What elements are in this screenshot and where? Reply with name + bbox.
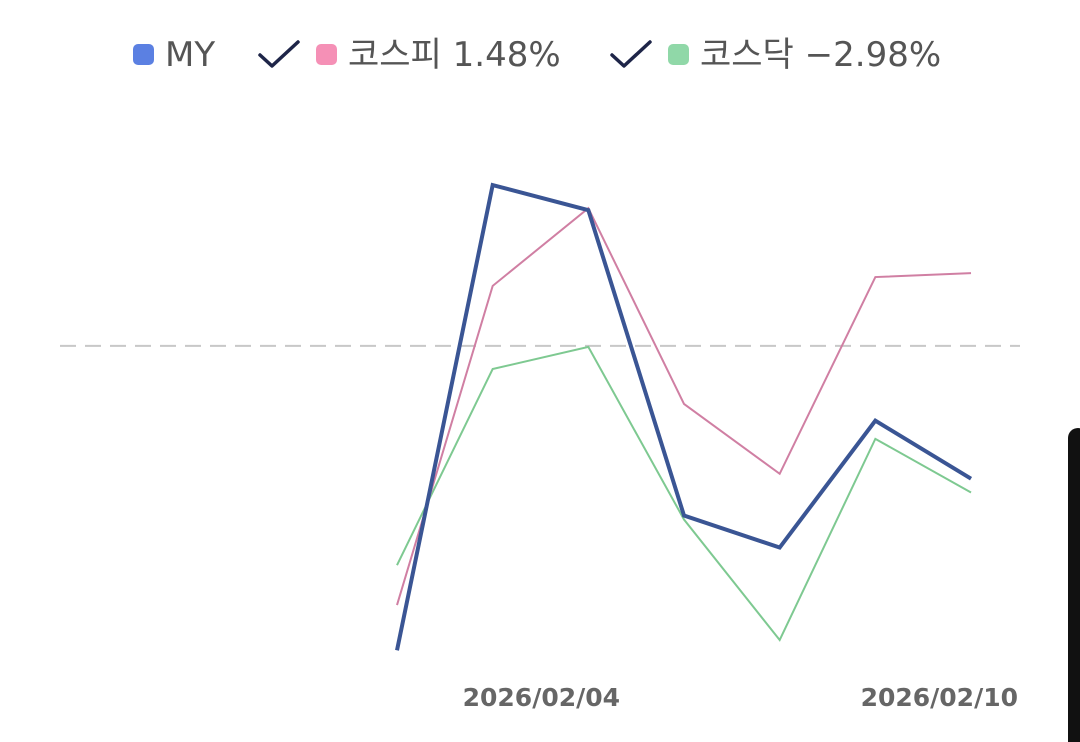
legend-label[interactable]: MY xyxy=(165,35,215,75)
legend-check[interactable] xyxy=(610,40,652,68)
x-tick-label: 2026/02/10 xyxy=(861,683,1018,712)
legend-check[interactable] xyxy=(258,40,300,68)
legend-swatch[interactable] xyxy=(668,44,689,65)
legend-label[interactable]: 코스닥 −2.98% xyxy=(700,35,941,75)
series-line xyxy=(396,345,972,642)
scrollbar xyxy=(1068,428,1080,742)
series-line xyxy=(395,182,973,651)
series-line xyxy=(396,206,972,606)
legend-label[interactable]: 코스피 1.48% xyxy=(348,35,561,75)
legend-swatch[interactable] xyxy=(133,44,154,65)
legend-swatch[interactable] xyxy=(316,44,337,65)
x-tick-label: 2026/02/04 xyxy=(463,683,620,712)
